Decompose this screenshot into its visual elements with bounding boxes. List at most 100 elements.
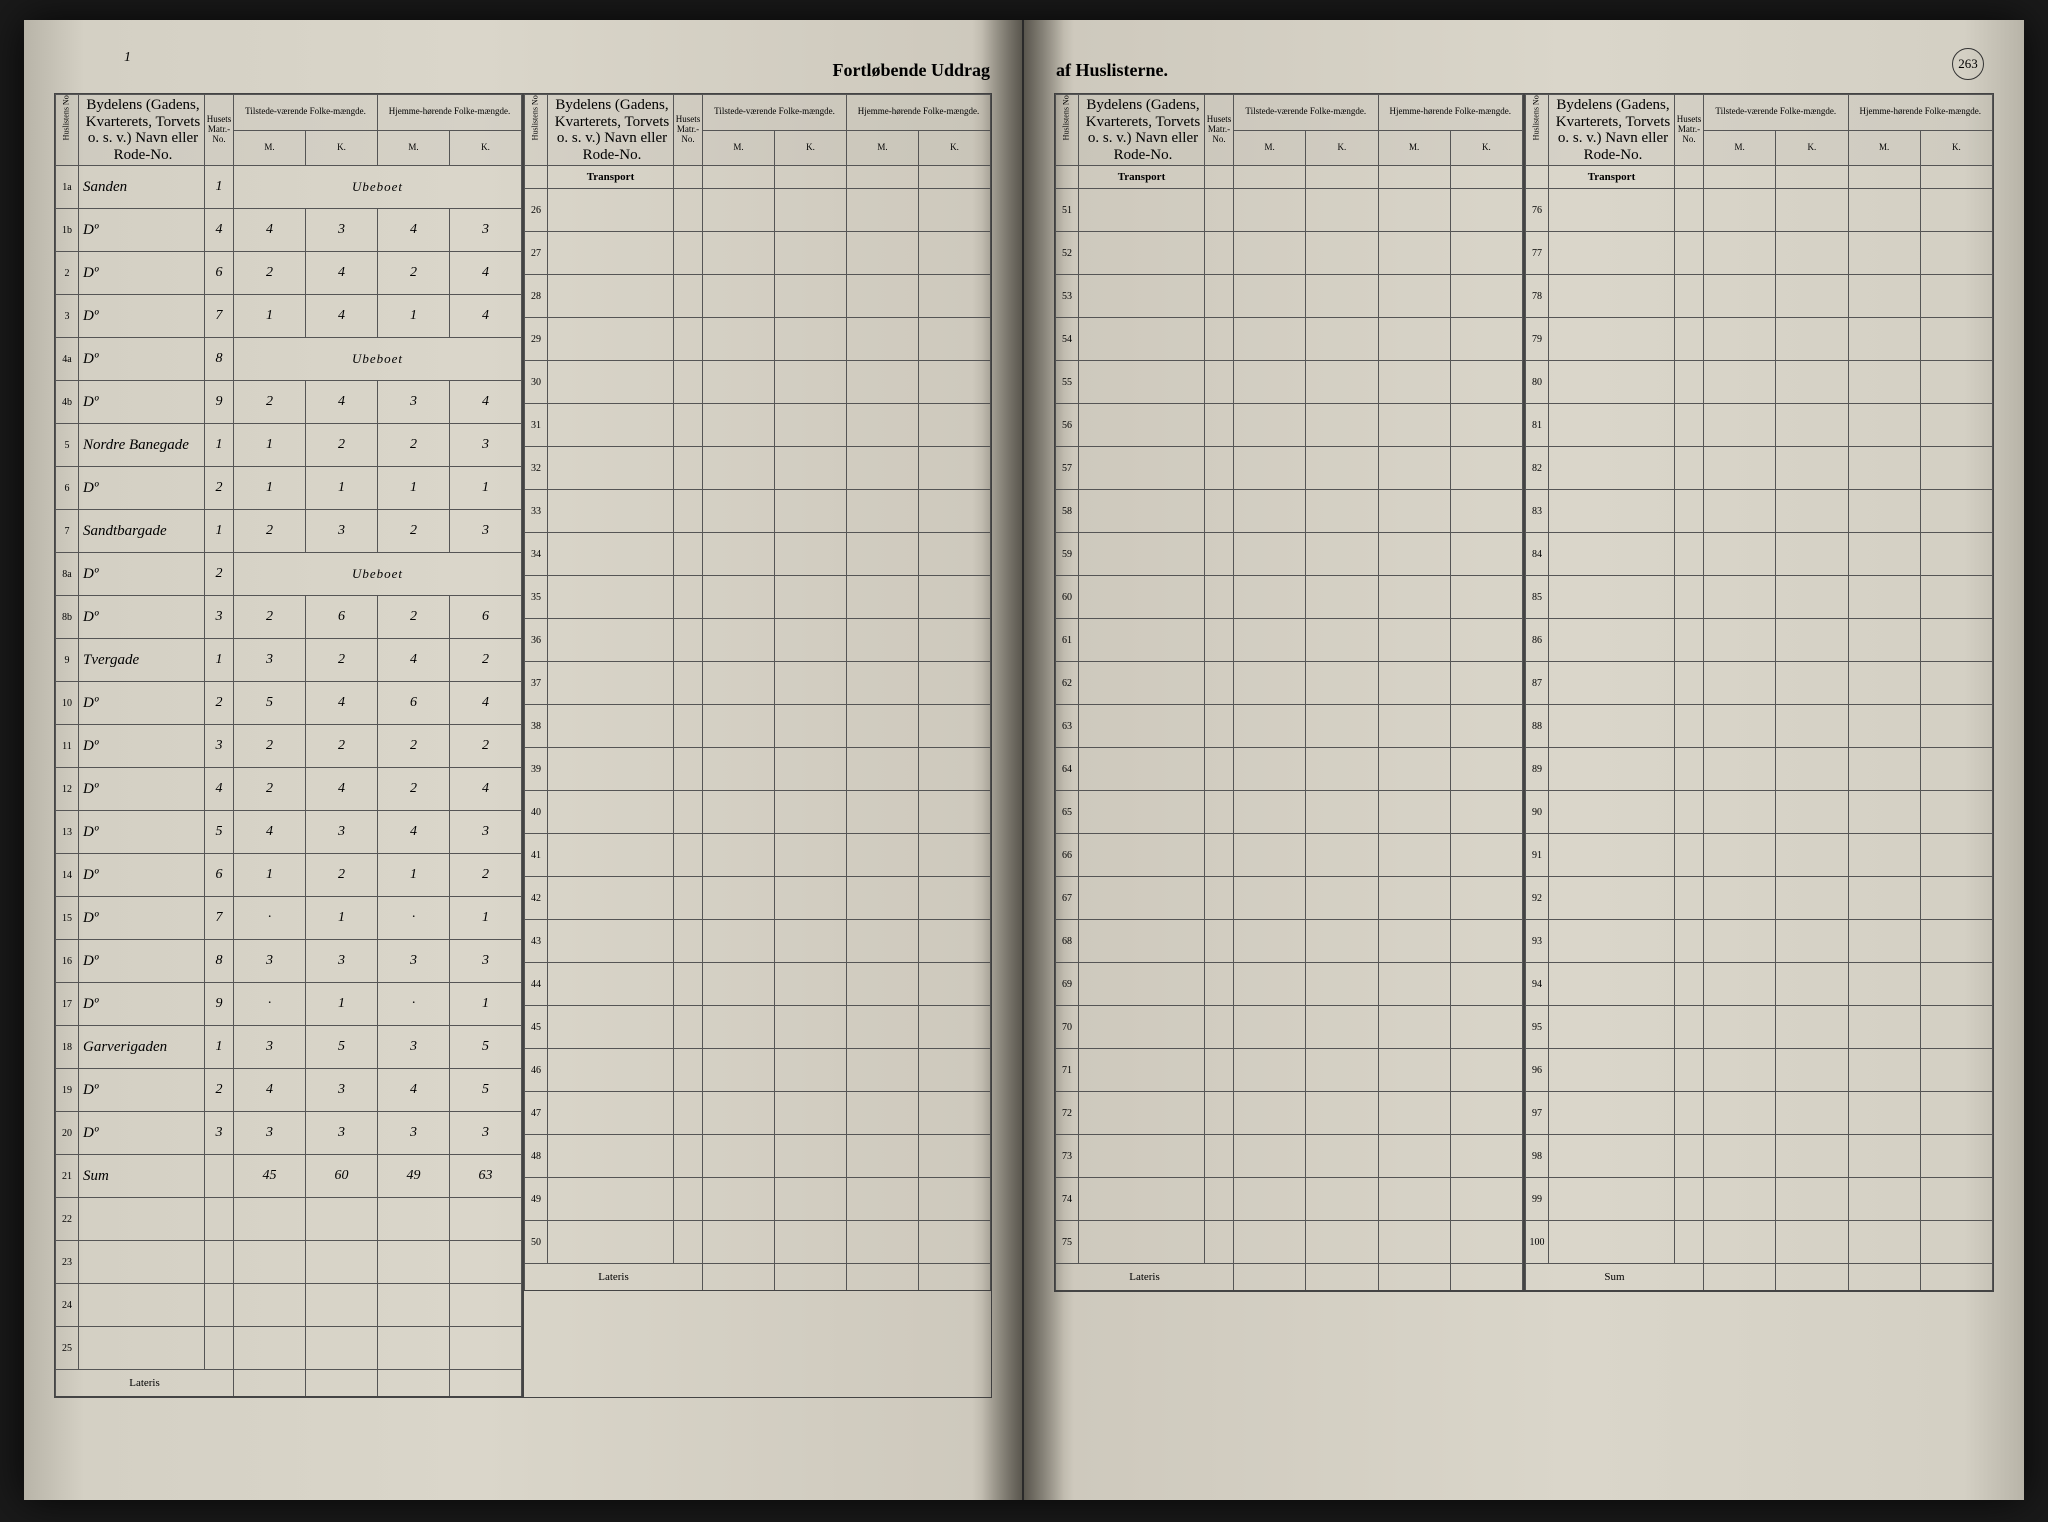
street-name — [1549, 189, 1675, 232]
hjemme-m — [847, 662, 919, 705]
tilstede-m — [703, 1178, 775, 1221]
hjemme-m: 1 — [378, 295, 450, 338]
row-number: 17 — [56, 983, 79, 1026]
tilstede-m — [1704, 920, 1776, 963]
tilstede-m — [1704, 748, 1776, 791]
tilstede-k — [1776, 404, 1848, 447]
street-name — [1079, 533, 1205, 576]
table-row: 16Dº83333 — [56, 940, 522, 983]
tilstede-k: 1 — [306, 983, 378, 1026]
row-number: 45 — [525, 1006, 548, 1049]
matr-no — [1675, 318, 1704, 361]
hjemme-k — [1920, 705, 1992, 748]
page-number-handwritten: 1 — [124, 50, 131, 66]
hjemme-k — [1450, 1221, 1522, 1264]
matr-no: 3 — [205, 725, 234, 768]
tilstede-k: 2 — [306, 854, 378, 897]
row-number: 82 — [1526, 447, 1549, 490]
ledger-table-1: Huslistens No. Bydelens (Gadens, Kvarter… — [55, 94, 522, 1397]
footer-row: Sum — [1526, 1264, 1993, 1291]
table-row: 30 — [525, 361, 991, 404]
row-number: 90 — [1526, 791, 1549, 834]
header-bydelens: Bydelens (Gadens, Kvarterets, Torvets o.… — [79, 95, 205, 166]
hjemme-m — [1848, 576, 1920, 619]
tilstede-m: 3 — [234, 639, 306, 682]
row-number: 6 — [56, 467, 79, 510]
hjemme-m — [1378, 619, 1450, 662]
table-row: 20Dº33333 — [56, 1112, 522, 1155]
street-name: Dº — [79, 467, 205, 510]
tilstede-m — [703, 748, 775, 791]
tilstede-m — [703, 705, 775, 748]
tilstede-k — [1776, 791, 1848, 834]
table-row: 92 — [1526, 877, 1993, 920]
hjemme-k — [919, 920, 991, 963]
hjemme-m — [847, 877, 919, 920]
hjemme-m — [1378, 748, 1450, 791]
footer-row: Lateris — [1056, 1264, 1523, 1291]
table-row: 31 — [525, 404, 991, 447]
street-name — [1079, 490, 1205, 533]
tilstede-k — [1306, 318, 1378, 361]
hjemme-m — [1848, 404, 1920, 447]
street-name: Dº — [79, 252, 205, 295]
tilstede-k — [1776, 361, 1848, 404]
hjemme-m — [1848, 963, 1920, 1006]
row-number: 98 — [1526, 1135, 1549, 1178]
tilstede-k — [1776, 920, 1848, 963]
hjemme-k — [1450, 361, 1522, 404]
matr-no — [1205, 490, 1234, 533]
hjemme-k — [919, 1092, 991, 1135]
street-name — [548, 1135, 674, 1178]
hjemme-m: · — [378, 897, 450, 940]
matr-no — [674, 318, 703, 361]
table-row: 38 — [525, 705, 991, 748]
tilstede-m — [1704, 791, 1776, 834]
street-name — [1079, 361, 1205, 404]
table-body-2: 2627282930313233343536373839404142434445… — [525, 189, 991, 1264]
hjemme-k — [1450, 791, 1522, 834]
matr-no: 4 — [205, 209, 234, 252]
hjemme-k — [1450, 834, 1522, 877]
table-header: Huslistens No. Bydelens (Gadens, Kvarter… — [1056, 95, 1523, 189]
hjemme-k — [919, 490, 991, 533]
table-row: 87 — [1526, 662, 1993, 705]
table-header: Huslistens No. Bydelens (Gadens, Kvarter… — [1526, 95, 1993, 189]
hjemme-k: 3 — [450, 1112, 522, 1155]
hjemme-m — [847, 275, 919, 318]
street-name — [1549, 1221, 1675, 1264]
tilstede-m — [1234, 1178, 1306, 1221]
hjemme-m: 3 — [378, 381, 450, 424]
hjemme-m — [378, 1284, 450, 1327]
tilstede-k — [1776, 877, 1848, 920]
tilstede-k — [306, 1327, 378, 1370]
tilstede-k — [775, 1135, 847, 1178]
tilstede-m — [234, 1241, 306, 1284]
tilstede-m: 2 — [234, 725, 306, 768]
hjemme-k — [919, 1178, 991, 1221]
tilstede-m — [1234, 1221, 1306, 1264]
tilstede-m — [1704, 404, 1776, 447]
row-number: 46 — [525, 1049, 548, 1092]
street-name — [1549, 232, 1675, 275]
table-row: 89 — [1526, 748, 1993, 791]
hjemme-m — [1848, 361, 1920, 404]
street-name: Dº — [79, 682, 205, 725]
table-row: 18Garverigaden13535 — [56, 1026, 522, 1069]
hjemme-k — [1920, 404, 1992, 447]
hjemme-k: 3 — [450, 510, 522, 553]
street-name — [1079, 1178, 1205, 1221]
table-row: 17Dº9·1·1 — [56, 983, 522, 1026]
table-row: 96 — [1526, 1049, 1993, 1092]
street-name — [1549, 748, 1675, 791]
street-name — [548, 963, 674, 1006]
row-number: 30 — [525, 361, 548, 404]
matr-no — [1205, 447, 1234, 490]
table-row: 8aDº2Ubeboet — [56, 553, 522, 596]
tilstede-k — [1776, 834, 1848, 877]
hjemme-k: 1 — [450, 897, 522, 940]
row-number: 54 — [1056, 318, 1079, 361]
hjemme-k: 4 — [450, 252, 522, 295]
hjemme-k — [1450, 490, 1522, 533]
tilstede-m: 1 — [234, 854, 306, 897]
